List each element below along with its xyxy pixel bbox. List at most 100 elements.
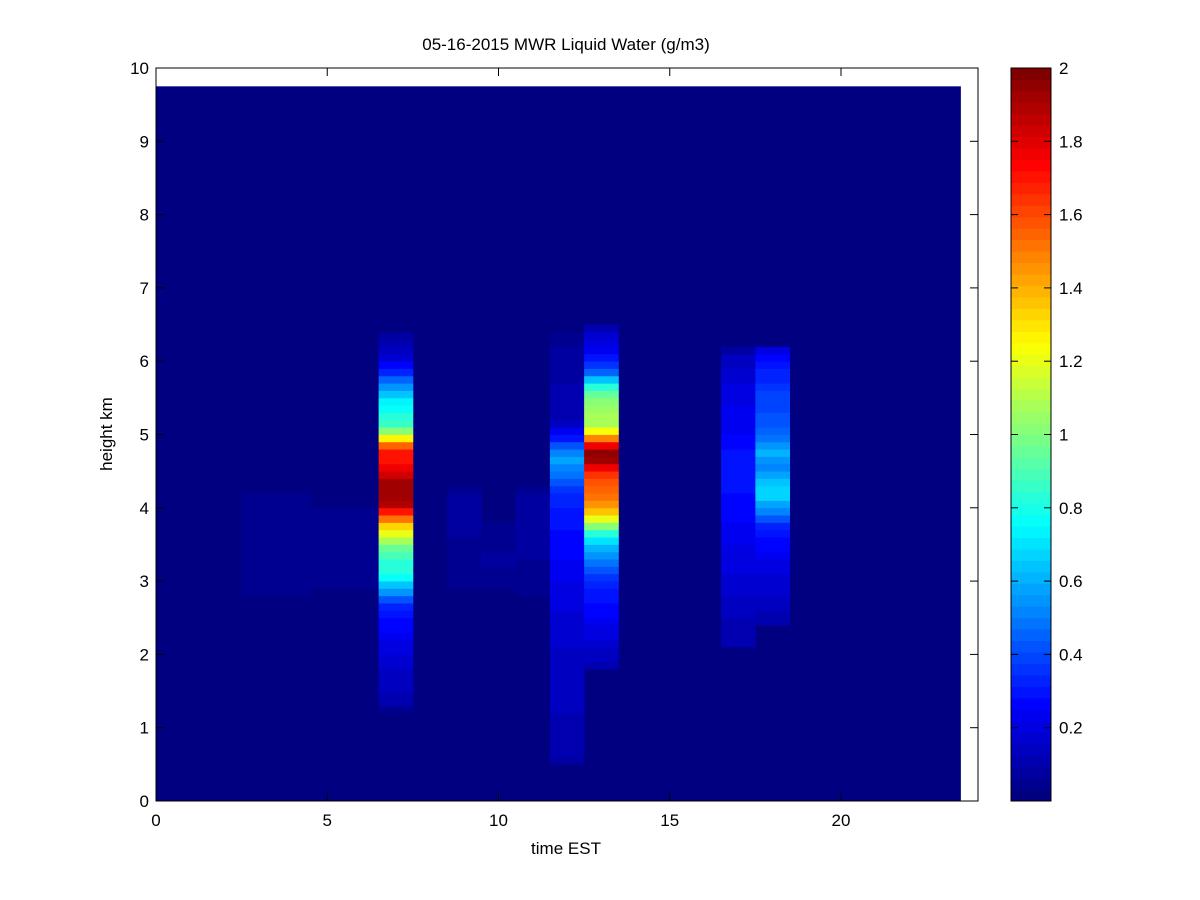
- heatmap-cell: [378, 383, 414, 391]
- heatmap-cell: [344, 515, 380, 523]
- heatmap-cell: [549, 324, 585, 333]
- heatmap-cell: [549, 537, 585, 545]
- colorbar-tick-label: 0.2: [1059, 719, 1083, 738]
- heatmap-cell: [584, 463, 619, 472]
- heatmap-cell: [549, 603, 585, 611]
- heatmap-cell: [721, 405, 756, 413]
- heatmap-cell: [241, 537, 311, 545]
- heatmap-cell: [549, 757, 585, 765]
- plot-area: [155, 67, 979, 802]
- heatmap-cell: [515, 529, 551, 538]
- heatmap-cell: [584, 361, 619, 369]
- heatmap-cell: [515, 588, 551, 597]
- heatmap-cell: [584, 397, 619, 406]
- heatmap-cell: [755, 427, 791, 435]
- colorbar-band: [1011, 411, 1051, 424]
- heatmap-cell: [378, 544, 414, 553]
- heatmap-cell: [515, 485, 551, 494]
- heatmap-cell: [378, 456, 414, 465]
- heatmap-cell: [755, 383, 791, 391]
- heatmap-cell: [549, 647, 585, 655]
- heatmap-cell: [721, 434, 756, 443]
- heatmap-cell: [721, 441, 756, 450]
- y-tick-label: 1: [140, 719, 149, 738]
- heatmap-cell: [584, 368, 619, 377]
- heatmap-cell: [481, 573, 517, 582]
- heatmap-cell: [721, 559, 756, 567]
- heatmap-cell: [378, 324, 414, 333]
- colorbar-band: [1011, 755, 1051, 768]
- heatmap-cell: [584, 441, 619, 450]
- heatmap-cell: [549, 375, 585, 384]
- heatmap-cell: [344, 537, 380, 545]
- colorbar-bands: [1011, 68, 1051, 802]
- colorbar-band: [1011, 182, 1051, 195]
- colorbar-band: [1011, 480, 1051, 493]
- colorbar-tick-label: 1.2: [1059, 352, 1083, 371]
- heatmap-cell: [549, 383, 585, 391]
- y-tick-label: 5: [140, 426, 149, 445]
- heatmap-cell: [549, 390, 585, 399]
- colorbar-tick-label: 1: [1059, 426, 1068, 445]
- heatmap-cell: [584, 434, 619, 443]
- heatmap-cell: [344, 522, 380, 531]
- heatmap-cell: [378, 485, 414, 494]
- heatmap-cell: [549, 405, 585, 413]
- heatmap-cell: [721, 551, 756, 560]
- heatmap-cell: [549, 705, 585, 714]
- heatmap-cell: [755, 522, 791, 531]
- colorbar-band: [1011, 274, 1051, 287]
- heatmap-cell: [721, 537, 756, 545]
- y-tick-label: 10: [130, 59, 149, 78]
- heatmap-cell: [755, 500, 791, 509]
- y-axis-label: height km: [97, 397, 116, 471]
- heatmap-cell: [549, 493, 585, 501]
- heatmap-cell: [549, 449, 585, 457]
- colorbar-band: [1011, 400, 1051, 412]
- heatmap-cell: [481, 559, 517, 567]
- heatmap-cell: [584, 500, 619, 509]
- heatmap-cell: [549, 500, 585, 509]
- chart-title: 05-16-2015 MWR Liquid Water (g/m3): [422, 35, 710, 54]
- heatmap-cell: [721, 383, 756, 391]
- colorbar-band: [1011, 491, 1051, 504]
- heatmap-cell: [481, 537, 517, 545]
- y-tick-labels: 0 1 2 3 4 5 6 7 8 9 10: [130, 59, 149, 811]
- heatmap-cell: [310, 507, 345, 516]
- colorbar-band: [1011, 228, 1051, 241]
- colorbar-tick-label: 0.4: [1059, 645, 1083, 664]
- heatmap-cell: [378, 610, 414, 619]
- heatmap-cell: [310, 551, 345, 560]
- y-tick-label: 4: [140, 499, 149, 518]
- colorbar-band: [1011, 663, 1051, 676]
- colorbar-band: [1011, 617, 1051, 630]
- heatmap-cell: [584, 456, 619, 465]
- colorbar-band: [1011, 457, 1051, 470]
- colorbar-band: [1011, 571, 1051, 584]
- y-tick-label: 2: [140, 645, 149, 664]
- heatmap-cell: [515, 559, 551, 567]
- colorbar-tick-label: 1.8: [1059, 132, 1083, 151]
- heatmap-cell: [481, 544, 517, 553]
- heatmap-cell: [549, 654, 585, 663]
- heatmap-cell: [378, 676, 414, 685]
- heatmap-cell: [378, 603, 414, 611]
- colorbar-band: [1011, 778, 1051, 790]
- heatmap-cell: [584, 493, 619, 501]
- heatmap-cell: [755, 588, 791, 597]
- colorbar-band: [1011, 514, 1051, 527]
- colorbar-band: [1011, 159, 1051, 172]
- heatmap-cell: [447, 581, 482, 589]
- heatmap-cell: [549, 507, 585, 516]
- heatmap-cell: [755, 449, 791, 457]
- heatmap-cell: [721, 507, 756, 516]
- heatmap-cell: [755, 485, 791, 494]
- heatmap-cell: [549, 478, 585, 487]
- heatmap-cell: [549, 515, 585, 523]
- colorbar-band: [1011, 697, 1051, 710]
- colorbar-band: [1011, 537, 1051, 550]
- heatmap-cell: [344, 507, 380, 516]
- heatmap-cell: [755, 419, 791, 428]
- colorbar-band: [1011, 686, 1051, 699]
- heatmap-cell: [310, 581, 345, 589]
